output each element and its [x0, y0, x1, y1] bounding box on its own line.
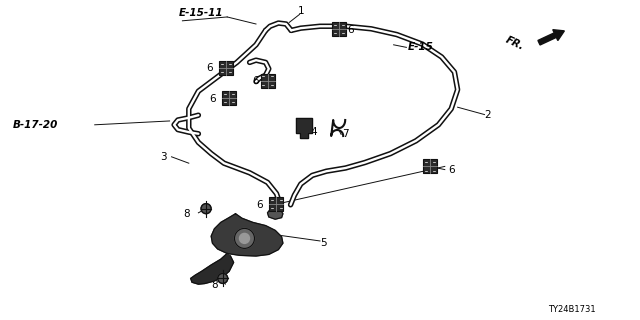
Text: E-15: E-15 — [408, 42, 433, 52]
Bar — [219, 61, 233, 75]
Polygon shape — [268, 208, 283, 219]
Bar — [332, 22, 346, 36]
Text: 8: 8 — [211, 280, 218, 291]
Polygon shape — [296, 118, 312, 138]
FancyArrow shape — [538, 30, 564, 45]
Text: 5: 5 — [320, 237, 326, 248]
Circle shape — [234, 228, 255, 248]
Text: 6: 6 — [253, 76, 259, 86]
Circle shape — [218, 273, 228, 284]
Polygon shape — [211, 214, 283, 256]
Text: B-17-20: B-17-20 — [13, 120, 58, 130]
Text: 1: 1 — [298, 6, 304, 16]
Text: 6: 6 — [256, 200, 262, 210]
Text: TY24B1731: TY24B1731 — [548, 305, 595, 314]
Circle shape — [239, 233, 250, 244]
Text: 7: 7 — [342, 129, 349, 140]
Bar — [222, 91, 236, 105]
Text: 3: 3 — [160, 152, 166, 162]
Text: 6: 6 — [348, 25, 354, 35]
Text: 4: 4 — [310, 127, 317, 137]
Bar — [260, 74, 275, 88]
Bar — [423, 159, 437, 173]
Text: FR.: FR. — [504, 35, 526, 52]
Text: 8: 8 — [184, 209, 190, 219]
Text: E-15-11: E-15-11 — [179, 8, 224, 19]
Text: 6: 6 — [207, 63, 213, 73]
Polygon shape — [191, 253, 234, 284]
Text: 2: 2 — [484, 109, 491, 120]
Text: 6: 6 — [448, 164, 454, 175]
Text: 6: 6 — [209, 93, 216, 104]
Circle shape — [201, 204, 211, 214]
Bar — [269, 197, 284, 211]
